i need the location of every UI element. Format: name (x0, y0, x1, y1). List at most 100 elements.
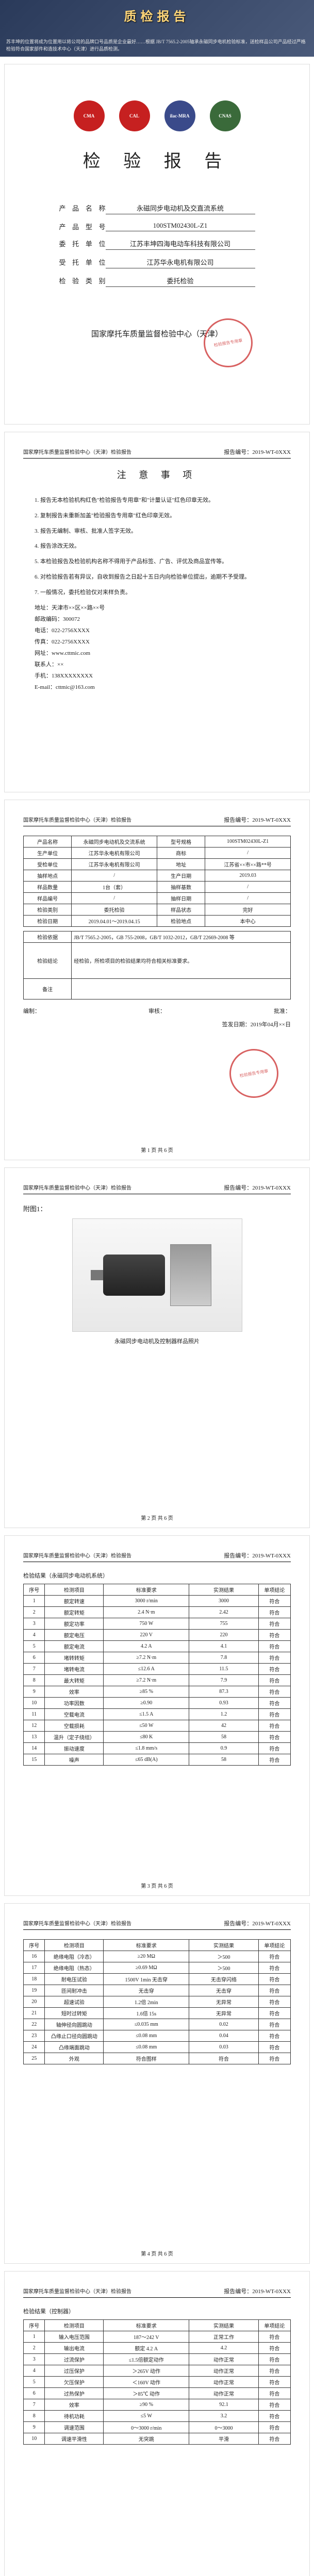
cover-label: 产品型号 (59, 222, 106, 231)
cma-logo: CMA (74, 100, 105, 131)
report-no-label: 报告编号： (224, 1185, 252, 1191)
section-title: 检验结果（控制器） (23, 2307, 291, 2315)
table-row: 4过压保护＞265V 动作动作正常符合 (24, 2365, 291, 2377)
notice-item: 6. 对检验报告若有异议，自收到报告之日起十五日内向检验单位提出，逾期不予受理。 (23, 572, 291, 583)
table-row: 2输出电流额定 4.2 A4.2符合 (24, 2343, 291, 2354)
table-header: 序号检测项目标准要求实测结果单项结论 (24, 1940, 291, 1951)
report-no-label: 报告编号： (224, 2289, 252, 2295)
table-row: 10功率因数≥0.900.93符合 (24, 1698, 291, 1709)
figure-caption: 永磁同步电动机及控制器样品照片 (23, 1337, 291, 1345)
table-row: 21短时过转矩1.6倍 15s无异常符合 (24, 2008, 291, 2019)
table-row: 3过流保护≤1.5倍额定动作动作正常符合 (24, 2354, 291, 2365)
table-row: 25外观符合图样符合符合 (24, 2053, 291, 2064)
notice-item: 5. 本检验报告及检验机构名称不得用于产品标签、广告、评优及商品宣传等。 (23, 557, 291, 567)
table-row: 6过热保护＞85℃ 动作动作正常符合 (24, 2388, 291, 2399)
report-no: 2019-WT-0XXX (252, 1185, 291, 1191)
cnas-logo: CNAS (210, 100, 241, 131)
section-title: 检验结果（永磁同步电动机系统） (23, 1571, 291, 1580)
org-name: 国家摩托车质量监督检验中心（天津）检验报告 (23, 1185, 131, 1192)
table-row: 8最大转矩≥7.2 N·m7.9符合 (24, 1675, 291, 1686)
table-header: 序号检测项目标准要求实测结果单项结论 (24, 2320, 291, 2331)
hero-banner: 质检报告 苏丰坤的位置将成为位置用以将公司的品牌口号品质是企业最好……根据 JB… (0, 0, 314, 57)
table-row: 抽样地点/生产日期2019.03 (24, 870, 291, 882)
page-header: 国家摩托车质量监督检验中心（天津）检验报告 报告编号：2019-WT-0XXX (23, 448, 291, 459)
table-row: 1输入电压范围187～242 V正常工作符合 (24, 2331, 291, 2343)
report-no: 2019-WT-0XXX (252, 449, 291, 455)
report-no: 2019-WT-0XXX (252, 817, 291, 823)
notice-item: 7. 一般情况，委托检验仅对来样负责。 (23, 588, 291, 598)
page-number: 第 4 页 共 6 页 (141, 2249, 173, 2257)
notice-item: 3. 报告无编制、审核、批准人签字无效。 (23, 527, 291, 537)
table-row: 4额定电压220 V220符合 (24, 1630, 291, 1641)
table-row: 检验日期2019.04.01～2019.04.15检验地点本中心 (24, 916, 291, 927)
contact-line: 邮政编码：300072 (35, 615, 291, 623)
sample-photo (72, 1218, 242, 1332)
remark-label: 备注 (24, 979, 72, 999)
table-row: 22轴伸径向圆跳动≤0.035 mm0.02符合 (24, 2019, 291, 2030)
table-row: 8待机功耗≤5 W3.2符合 (24, 2411, 291, 2422)
report-no: 2019-WT-0XXX (252, 2289, 291, 2295)
cover-value: 永磁同步电动机及交直流系统 (106, 203, 255, 214)
contact-line: 电话：022-2756XXXX (35, 626, 291, 634)
hero-subtitle: 苏丰坤的位置将成为位置用以将公司的品牌口号品质是企业最好……根据 JB/T 75… (6, 39, 308, 53)
table-row: 样品数量1台（套）抽样基数/ (24, 882, 291, 893)
report-no-label: 报告编号： (224, 449, 252, 455)
accreditation-logos: CMA CAL ilac-MRA CNAS (23, 100, 291, 131)
table-row: 20超速试验1.2倍 2min无异常符合 (24, 1996, 291, 2008)
table-row: 5欠压保护＜160V 动作动作正常符合 (24, 2377, 291, 2388)
report-title: 检 验 报 告 (23, 147, 291, 172)
basis-table: 检验依据JB/T 7565.2-2005，GB 755-2008，GB/T 10… (23, 931, 291, 999)
org-name: 国家摩托车质量监督检验中心（天津）检验报告 (23, 1553, 131, 1560)
table-row: 生产单位江苏华永电机有限公司商标/ (24, 848, 291, 859)
table-row: 9调速范围0～3000 r/min0～3000符合 (24, 2422, 291, 2433)
table-row: 12空载损耗≤50 W42符合 (24, 1720, 291, 1732)
contact-line: E-mail：cttmic@163.com (35, 683, 291, 691)
table-row: 2额定转矩2.4 N·m2.42符合 (24, 1607, 291, 1618)
notice-title: 注 意 事 项 (23, 468, 291, 481)
cover-info: 产品名称永磁同步电动机及交直流系统产品型号100STM02430L-Z1委托单位… (59, 203, 255, 287)
cover-value: 江苏丰坤四海电动车科技有限公司 (106, 239, 255, 250)
table-row: 1额定转速3000 r/min3000符合 (24, 1596, 291, 1607)
report-no: 2019-WT-0XXX (252, 1553, 291, 1559)
concl-label: 检验结论 (24, 943, 72, 979)
org-name: 国家摩托车质量监督检验中心（天津）检验报告 (23, 817, 131, 824)
table-row: 19匝间耐冲击无击穿无击穿符合 (24, 1985, 291, 1996)
page-number: 第 3 页 共 6 页 (141, 1882, 173, 1889)
issue-date: 签发日期：2019年04月××日 (23, 1020, 291, 1030)
std-label: 检验依据 (24, 931, 72, 943)
notice-item: 2. 复制报告未重新加盖"检验报告专用章"红色印章无效。 (23, 511, 291, 521)
cover-value: 100STM02430L-Z1 (106, 222, 255, 231)
table-row: 9效率≥85 %87.3符合 (24, 1686, 291, 1698)
sample-photo-page: 国家摩托车质量监督检验中心（天津）检验报告 报告编号：2019-WT-0XXX 附… (4, 1167, 310, 1528)
results-table-3: 序号检测项目标准要求实测结果单项结论1输入电压范围187～242 V正常工作符合… (23, 2319, 291, 2445)
cal-logo: CAL (119, 100, 150, 131)
concl-value: 经检验，所检项目的检验结果均符合相关标准要求。 (72, 943, 291, 979)
notice-item: 4. 报告涂改无效。 (23, 541, 291, 552)
table-row: 7堵转电流≤12.6 A11.5符合 (24, 1664, 291, 1675)
results-page-3: 国家摩托车质量监督检验中心（天津）检验报告报告编号：2019-WT-0XXX 检… (4, 2271, 310, 2576)
table-row: 7效率≥90 %92.1符合 (24, 2399, 291, 2411)
table-row: 受检单位江苏华永电机有限公司地址江苏省××市××路**号 (24, 859, 291, 870)
notice-page: 国家摩托车质量监督检验中心（天津）检验报告 报告编号：2019-WT-0XXX … (4, 432, 310, 792)
table-row: 检验类别委托检验样品状态完好 (24, 904, 291, 916)
editor-label: 编制： (23, 1007, 40, 1015)
controller-graphic (170, 1244, 211, 1306)
table-row: 14振动速度≤1.8 mm/s0.9符合 (24, 1743, 291, 1754)
report-no: 2019-WT-0XXX (252, 1921, 291, 1927)
table-row: 5额定电流4.2 A4.1符合 (24, 1641, 291, 1652)
report-cover: CMA CAL ilac-MRA CNAS 检 验 报 告 产品名称永磁同步电动… (4, 64, 310, 425)
notice-body: 1. 报告无本检验机构红色"检验报告专用章"和"计量认证"红色印章无效。2. 复… (23, 496, 291, 691)
results-page-2: 国家摩托车质量监督检验中心（天津）检验报告报告编号：2019-WT-0XXX 序… (4, 1903, 310, 2264)
table-row: 15噪声≤65 dB(A)58符合 (24, 1754, 291, 1766)
hero-title: 质检报告 (124, 6, 190, 24)
cover-value: 江苏华永电机有限公司 (106, 257, 255, 268)
table-row: 24凸缘端面跳动≤0.08 mm0.03符合 (24, 2042, 291, 2053)
table-row: 13温升（定子绕组）≤80 K58符合 (24, 1732, 291, 1743)
results-table-1: 序号检测项目标准要求实测结果单项结论1额定转速3000 r/min3000符合2… (23, 1584, 291, 1766)
figure-label: 附图1： (23, 1204, 291, 1213)
table-row: 11空载电流≤1.5 A1.2符合 (24, 1709, 291, 1720)
report-no-label: 报告编号： (224, 817, 252, 823)
auditor-label: 审核： (148, 1007, 166, 1015)
table-row: 16绝缘电阻（冷态）≥20 MΩ＞500符合 (24, 1951, 291, 1962)
motor-graphic (103, 1255, 165, 1296)
